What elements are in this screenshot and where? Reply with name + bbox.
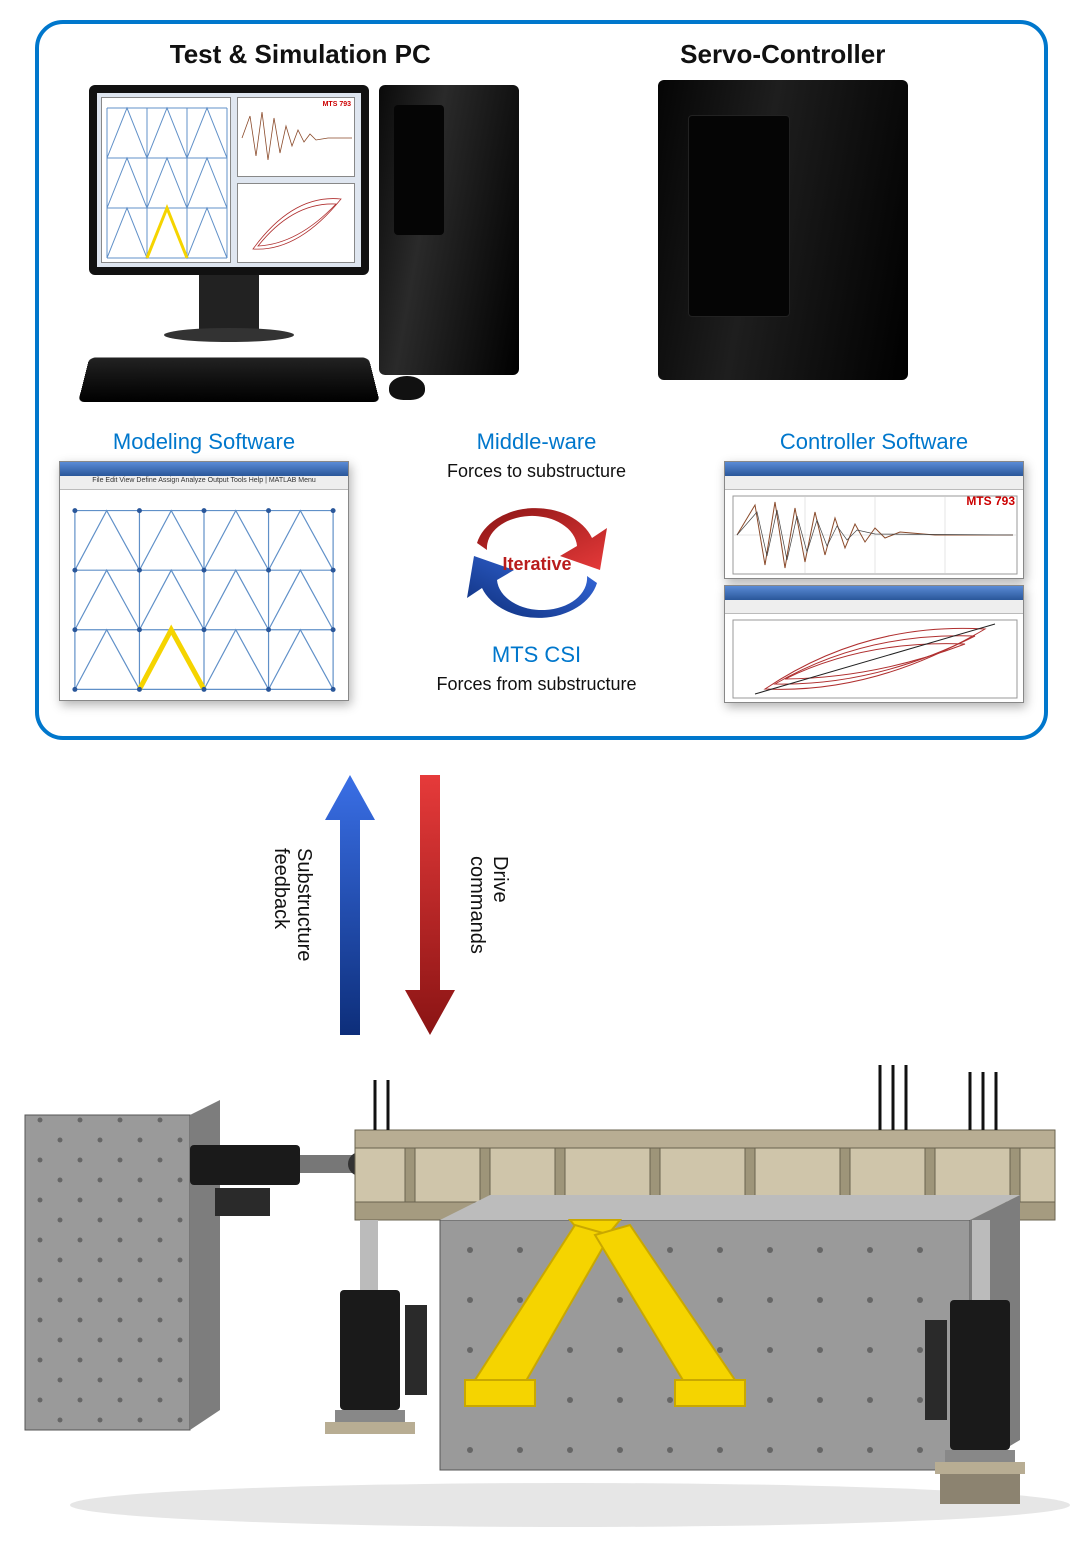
controller-window-hysteresis <box>724 585 1024 703</box>
modeling-menubar: File Edit View Define Assign Analyze Out… <box>60 476 348 490</box>
mts-badge: MTS 793 <box>966 494 1015 508</box>
feedback-arrow: Substructure feedback <box>269 775 375 1035</box>
middleware-col: Middle-ware Forces to substructure Itera… <box>422 429 652 701</box>
controller-window-scope: MTS 793 <box>724 461 1024 579</box>
modeling-col: Modeling Software File Edit View Define … <box>59 429 349 701</box>
middleware-sub-bot: Forces from substructure <box>436 674 636 695</box>
truss-diagram <box>60 490 348 700</box>
hardware-row: Test & Simulation PC <box>59 39 1024 419</box>
servo-title: Servo-Controller <box>542 39 1025 70</box>
pc-tower <box>379 85 519 375</box>
software-row: Modeling Software File Edit View Define … <box>59 429 1024 703</box>
mouse <box>389 376 425 400</box>
controller-title: Controller Software <box>724 429 1024 455</box>
modeling-window: File Edit View Define Assign Analyze Out… <box>59 461 349 701</box>
pc-column: Test & Simulation PC <box>59 39 542 410</box>
vertical-actuator-left <box>325 1220 427 1434</box>
pc-title: Test & Simulation PC <box>59 39 542 70</box>
system-panel: Test & Simulation PC <box>35 20 1048 740</box>
test-rig <box>10 1050 1073 1530</box>
servo-controller-box <box>658 80 908 380</box>
iterative-label: Iterative <box>502 554 571 574</box>
monitor-mts-badge: MTS 793 <box>323 101 351 108</box>
pc-graphic: MTS 793 <box>59 80 542 410</box>
middleware-sub-top: Forces to substructure <box>447 461 626 482</box>
drive-label: Drive commands <box>465 856 511 954</box>
flow-arrows: Substructure feedback Drive commands <box>260 770 520 1040</box>
iterative-arrows-icon: Iterative <box>442 488 632 638</box>
monitor: MTS 793 <box>89 85 369 275</box>
mts-csi-label: MTS CSI <box>492 642 581 668</box>
servo-column: Servo-Controller <box>542 39 1025 380</box>
keyboard <box>78 358 380 402</box>
controller-col: Controller Software MTS 793 <box>724 429 1024 703</box>
horizontal-actuator <box>190 1145 372 1216</box>
feedback-label: Substructure feedback <box>269 848 315 961</box>
drive-arrow: Drive commands <box>405 775 511 1035</box>
highlighted-brace <box>139 630 204 690</box>
modeling-title: Modeling Software <box>59 429 349 455</box>
middleware-title: Middle-ware <box>477 429 597 455</box>
